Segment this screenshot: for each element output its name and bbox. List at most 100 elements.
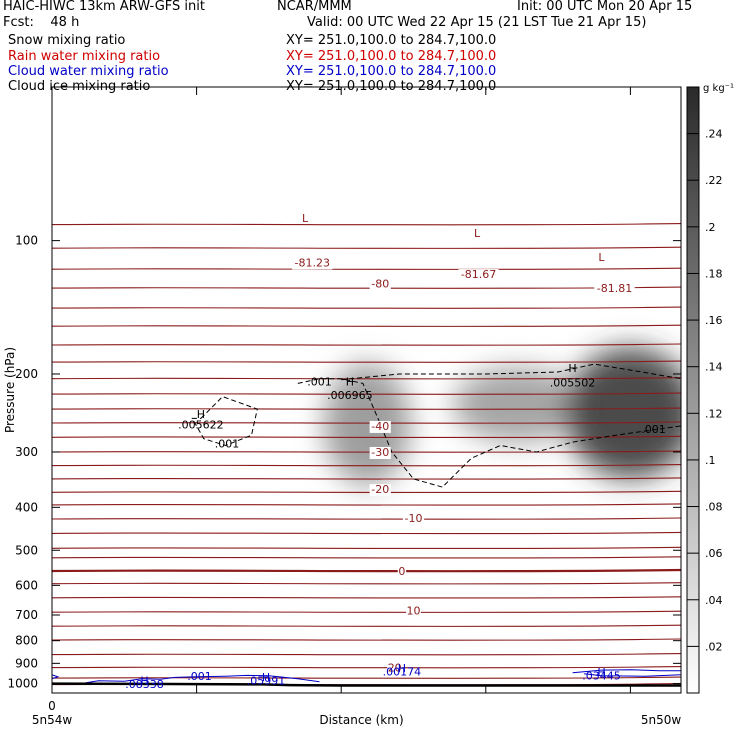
cloud-ice-label: H — [346, 376, 354, 389]
isotherm-label: -20 — [371, 483, 389, 496]
colorbar-ramp — [686, 86, 700, 694]
isotherm-line — [52, 596, 681, 599]
cloud-ice-contours — [191, 363, 681, 488]
isotherm-line — [52, 477, 681, 480]
isotherm-line — [52, 568, 681, 573]
temperature-labels: -81.23 -80 -81.67 -81.81 -40 -30 -20 -10 0 10 20 L L… — [292, 212, 635, 675]
isotherm-line — [52, 624, 681, 628]
y-tick-label: 700 — [15, 608, 38, 622]
y-tick-label: 900 — [15, 656, 38, 670]
x-tick-label: 0 — [48, 699, 56, 713]
cloud-ice-label: H — [568, 362, 576, 375]
cloud-water-label: .05991 — [247, 674, 286, 687]
colorbar-tick-label: .02 — [705, 640, 723, 653]
temperature-low-marker: L — [474, 227, 481, 240]
cloud-ice-label: .005502 — [550, 376, 596, 389]
cloud-water-label: .00174 — [383, 666, 422, 679]
colorbar-tick-label: .24 — [705, 128, 723, 141]
x-end-label-right: 5n50w — [641, 713, 682, 727]
cloud-water-contour — [584, 673, 681, 677]
y-axis-label: Pressure (hPa) — [3, 347, 17, 433]
isotherm-line — [52, 343, 681, 346]
cloud-ice-contour — [191, 396, 258, 447]
isotherm-line — [52, 246, 681, 250]
isotherm-label: -81.67 — [461, 268, 496, 281]
colorbar-tick-label: .06 — [705, 547, 723, 560]
isotherm-label: -40 — [371, 420, 389, 433]
isotherm-line — [52, 490, 681, 494]
cloud-ice-label: .001 — [215, 437, 240, 450]
cloud-ice-label: .001 — [641, 423, 666, 436]
temperature-low-marker: L — [598, 251, 605, 264]
isotherm-line — [52, 267, 681, 271]
cloud-water-contour — [572, 669, 681, 674]
cloud-ice-contour — [341, 363, 681, 381]
isotherm-label: -81.81 — [597, 282, 632, 295]
field-xy-rain: XY= 251.0,100.0 to 284.7,100.0 — [286, 49, 497, 64]
isotherm-label: -80 — [371, 278, 389, 291]
fcst-label: Fcst: 48 h — [3, 15, 80, 30]
isotherm-line — [52, 377, 681, 380]
y-tick-label: 300 — [15, 445, 38, 459]
y-tick-label: 100 — [15, 234, 38, 248]
field-label-snow: Snow mixing ratio — [8, 33, 126, 48]
colorbar-tick-label: .12 — [705, 407, 723, 420]
field-xy-snow: XY= 251.0,100.0 to 284.7,100.0 — [286, 33, 497, 48]
field-label-rain: Rain water mixing ratio — [8, 49, 161, 64]
isotherm-line — [52, 421, 681, 424]
terrain-line — [52, 682, 681, 687]
isotherm-label: -10 — [405, 512, 423, 525]
temperature-low-marker: L — [302, 212, 309, 225]
colorbar-tick-label: .16 — [705, 314, 723, 327]
cloud-ice-label: .005622 — [178, 418, 224, 431]
isotherm-label: -30 — [371, 446, 389, 459]
x-axis-label: Distance (km) — [319, 713, 403, 727]
isotherm-line — [52, 464, 681, 467]
isotherm-line — [52, 306, 681, 309]
isotherm-line — [52, 503, 681, 506]
cloud-water-contour — [52, 674, 60, 680]
isotherm-line — [52, 517, 681, 520]
cloud-ice-label: .001 — [307, 376, 332, 389]
org-label: NCAR/MMM — [277, 0, 352, 14]
plot-frame — [51, 86, 682, 694]
isotherm-line — [52, 610, 681, 614]
isotherm-line — [52, 324, 681, 328]
cloud-water-label: H — [597, 666, 605, 679]
cloud-water-label: H — [140, 675, 148, 688]
plot-area: -81.23 -80 -81.67 -81.81 -40 -30 -20 -10 0 10 20 L L… — [52, 212, 681, 691]
isotherm-line — [52, 638, 681, 641]
field-label-cloud-water: Cloud water mixing ratio — [8, 64, 169, 79]
colorbar-tick-label: .1 — [705, 454, 716, 467]
y-tick-label: 500 — [15, 543, 38, 557]
colorbar-tick-label: .04 — [705, 594, 723, 607]
cloud-water-label: .03445 — [582, 670, 621, 683]
colorbar-tick-label: .22 — [705, 174, 723, 187]
isotherm-line — [52, 556, 681, 559]
y-tick-label: 800 — [15, 634, 38, 648]
isotherm-line — [52, 360, 681, 363]
isotherm-line — [52, 582, 681, 585]
init-label: Init: 00 UTC Mon 20 Apr 15 — [517, 0, 693, 14]
colorbar-tick-label: .2 — [705, 221, 716, 234]
isotherm-line — [52, 223, 681, 226]
cloud-water-label: .001 — [187, 670, 212, 683]
isotherm-line — [52, 407, 681, 410]
y-tick-label: 200 — [15, 367, 38, 381]
colorbar: .02 .04 .06 .08 .1 .12 .14 .16 .18 .2 .22 .24 g kg⁻¹ — [686, 83, 734, 694]
isotherm-line — [52, 450, 681, 453]
isotherm-line — [52, 286, 681, 289]
y-tick-label: 600 — [15, 578, 38, 592]
cloud-water-label: H — [262, 671, 270, 684]
isotherm-line — [52, 546, 681, 550]
isotherm-label: 20 — [388, 662, 402, 675]
colorbar-tick-label: .18 — [705, 267, 723, 280]
colorbar-tick-label: .14 — [705, 361, 723, 374]
y-tick-label: 400 — [15, 500, 38, 514]
cloud-water-label: .08338 — [125, 678, 164, 691]
valid-label: Valid: 00 UTC Wed 22 Apr 15 (21 LST Tue … — [307, 15, 647, 30]
